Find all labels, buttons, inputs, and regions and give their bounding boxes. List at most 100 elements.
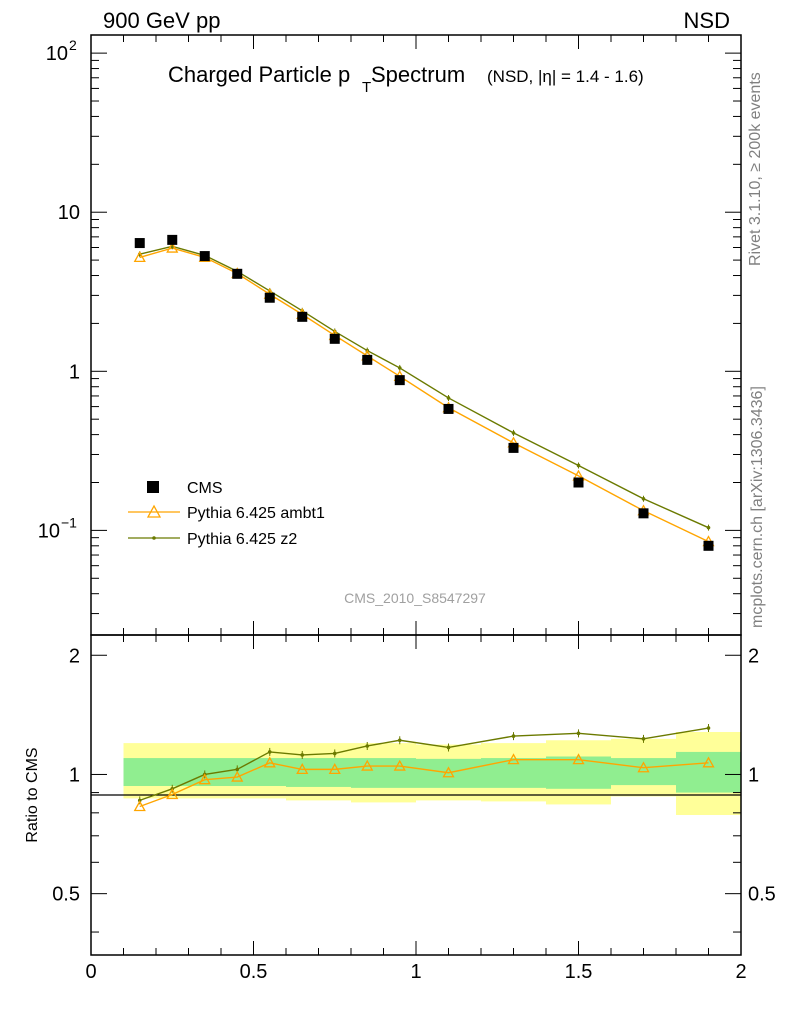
ambt1-ratio-point: [442, 766, 455, 778]
ratio-left-y-tick-label: 2: [69, 645, 80, 667]
z2-ratio-point: [397, 738, 402, 743]
ambt1-ratio-point: [133, 800, 146, 812]
ratio-left-y-tick-label: 1: [69, 764, 80, 786]
header-left-label: 900 GeV pp: [103, 8, 220, 33]
cms-point: [167, 234, 178, 245]
ambt1-ratio-point: [702, 756, 715, 768]
ratio-panel: 0.5 0.5 1 1 2 2 0 0.5 1 1.5 2 Ratio to CMS: [24, 634, 776, 983]
ratio-data-series: [133, 724, 715, 812]
legend-z2-label: Pythia 6.425 z2: [187, 531, 297, 548]
legend-z2-marker: [152, 536, 156, 540]
cms-point: [362, 354, 373, 365]
ratio-y-axis-label: Ratio to CMS: [24, 747, 41, 842]
cms-point: [508, 442, 519, 453]
ambt1-ratio-point: [263, 756, 276, 768]
ambt1-ratio-point: [361, 759, 374, 771]
ratio-tick-labels: 0.5 0.5 1 1 2 2 0 0.5 1 1.5 2: [52, 645, 776, 983]
ambt1-ratio-point: [393, 759, 406, 771]
z2-spectrum-line: [139, 245, 709, 529]
z2-ratio-point: [706, 726, 711, 730]
ratio-green-band: [286, 758, 319, 787]
ambt1-spectrum-line: [139, 247, 709, 543]
main-y-tick-label: 10: [58, 202, 80, 224]
ambt1-ratio-point: [296, 763, 309, 775]
legend-cms-marker: [147, 481, 159, 493]
cms-point: [199, 251, 210, 262]
title-subscript: T: [362, 79, 371, 96]
x-tick-label: 0: [85, 961, 96, 983]
z2-point: [576, 463, 581, 468]
z2-ratio-line: [139, 727, 709, 802]
cms-point: [394, 375, 405, 386]
cms-point: [134, 238, 145, 249]
ratio-green-band: [123, 758, 156, 787]
x-tick-label: 1: [410, 961, 421, 983]
ratio-green-band: [318, 758, 351, 787]
ratio-green-band: [546, 756, 611, 789]
cms-point: [232, 268, 243, 279]
z2-ratio-point: [576, 731, 581, 736]
z2-ratio-point: [267, 750, 272, 754]
cms-point: [703, 540, 714, 551]
ambt1-ratio-point: [637, 761, 650, 773]
analysis-id-label: CMS_2010_S8547297: [344, 590, 486, 606]
legend-ambt1-marker: [146, 504, 162, 518]
z2-point: [446, 396, 451, 400]
chart-title: Charged Particle p T Spectrum (NSD, |η| …: [168, 62, 644, 96]
z2-ratio-point: [235, 767, 240, 772]
ratio-green-band: [351, 758, 384, 788]
mcplots-reference-label: mcplots.cern.ch [arXiv:1306.3436]: [749, 386, 766, 628]
ratio-right-y-tick-label: 2: [748, 645, 759, 667]
ratio-axis-ticks: [90, 635, 742, 955]
title-qualifier: (NSD, |η| = 1.4 - 1.6): [487, 67, 644, 86]
cms-point: [443, 403, 454, 414]
z2-point: [641, 496, 646, 501]
ratio-left-y-tick-label: 0.5: [52, 884, 80, 906]
cms-point: [297, 311, 308, 322]
main-y-tick-label: 10: [46, 43, 68, 65]
main-y-tick-label: 1: [69, 361, 80, 383]
ratio-right-y-tick-label: 0.5: [748, 884, 776, 906]
ambt1-ratio-point: [507, 753, 520, 765]
cms-point: [638, 508, 649, 519]
z2-ratio-point: [332, 751, 337, 756]
ambt1-point: [166, 241, 179, 253]
legend-cms-label: CMS: [187, 480, 223, 497]
ratio-right-y-tick-label: 1: [748, 764, 759, 786]
z2-point: [397, 366, 402, 370]
main-axis-ticks: [90, 35, 742, 635]
cms-point: [329, 333, 340, 344]
ratio-green-band: [156, 758, 189, 787]
x-tick-label: 0.5: [240, 961, 268, 983]
z2-ratio-point: [365, 744, 370, 748]
ambt1-point: [133, 251, 146, 263]
x-tick-label: 1.5: [565, 961, 593, 983]
ambt1-ratio-point: [231, 770, 244, 782]
x-tick-label: 2: [735, 961, 746, 983]
z2-ratio-point: [641, 737, 646, 741]
legend-ambt1-label: Pythia 6.425 ambt1: [187, 505, 325, 522]
main-data-series: [133, 234, 715, 551]
ambt1-ratio-point: [198, 773, 211, 785]
title-main-2: Spectrum: [371, 62, 465, 87]
z2-ratio-point: [511, 734, 516, 738]
z2-point: [706, 525, 711, 530]
cms-point: [573, 477, 584, 488]
cms-point: [264, 292, 275, 303]
header-right-label: NSD: [684, 8, 730, 33]
main-y-tick-exponent: −1: [61, 514, 77, 530]
z2-point: [511, 431, 516, 435]
rivet-version-label: Rivet 3.1.10, ≥ 200k events: [747, 72, 764, 266]
legend: CMS Pythia 6.425 ambt1 Pythia 6.425 z2: [128, 480, 325, 548]
ratio-green-band: [481, 758, 546, 788]
ambt1-ratio-point: [572, 753, 585, 765]
main-y-tick-label: 10: [38, 520, 60, 542]
ambt1-ratio-point: [166, 788, 179, 800]
ratio-green-band: [383, 758, 416, 788]
z2-ratio-point: [300, 753, 305, 757]
main-y-tick-exponent: 2: [69, 37, 77, 53]
ambt1-ratio-line: [139, 758, 709, 808]
